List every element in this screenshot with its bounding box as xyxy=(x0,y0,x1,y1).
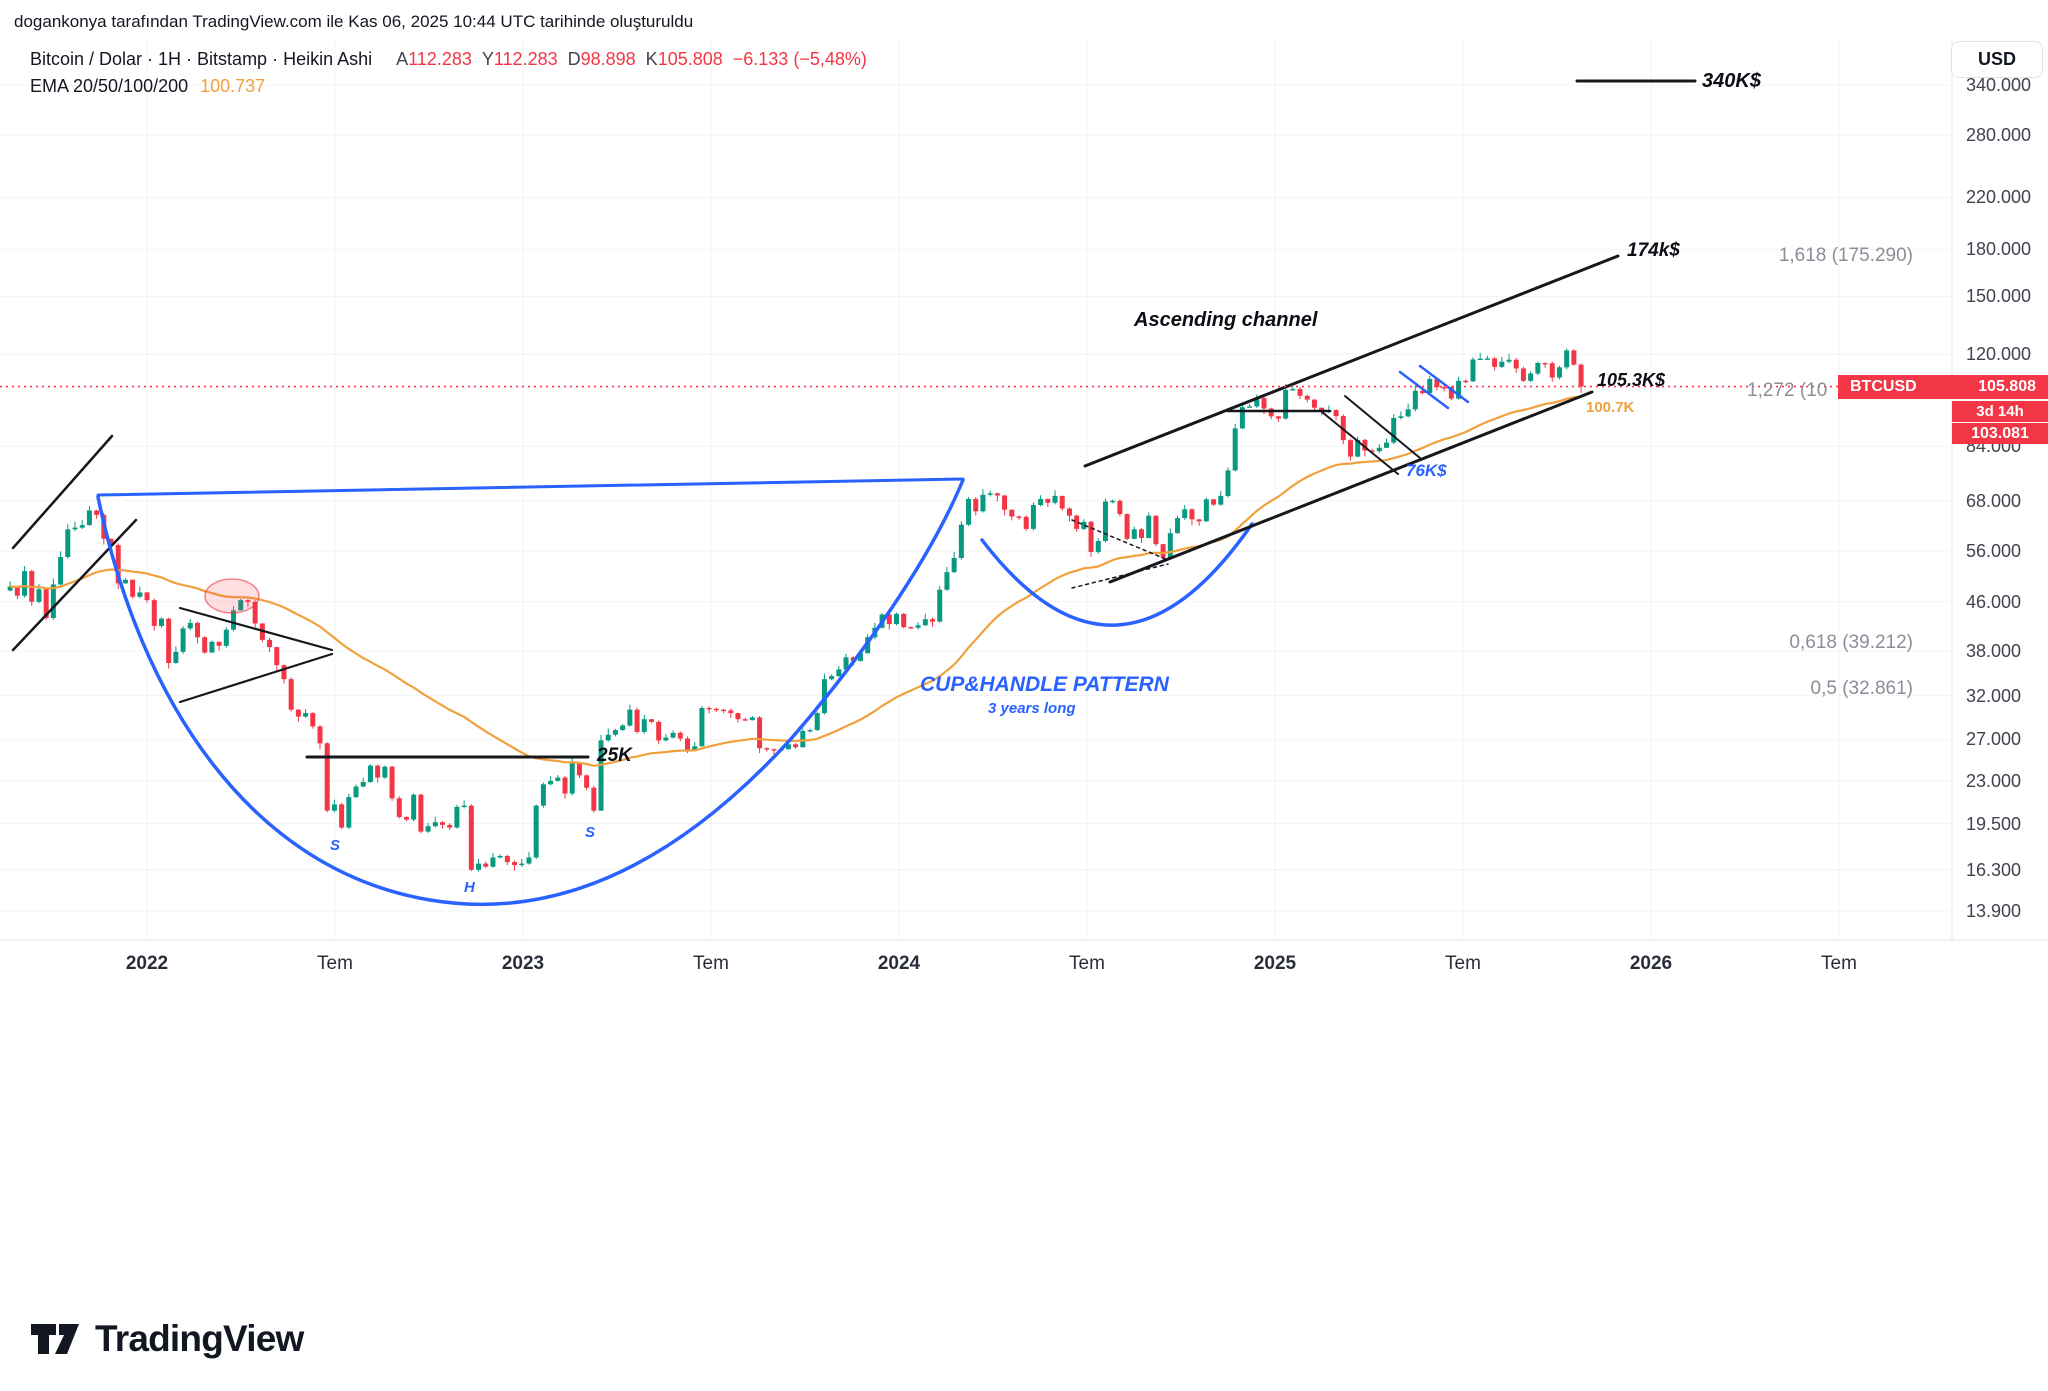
currency-toggle-button[interactable]: USD xyxy=(1951,41,2043,78)
price-tick: 220.000 xyxy=(1966,187,2032,208)
price-tick: 46.000 xyxy=(1966,591,2022,612)
ema-legend-row: EMA 20/50/100/200 100.737 xyxy=(30,73,867,100)
ohlc-key: D xyxy=(567,49,581,69)
time-tick: 2023 xyxy=(501,953,545,974)
bar-countdown-badge: 3d 14h xyxy=(1952,401,2048,422)
ohlc-key: A xyxy=(396,49,409,69)
badge-symbol-name: BTCUSD xyxy=(1850,378,1917,395)
time-tick: Tem xyxy=(1821,953,1857,974)
price-tick: 68.000 xyxy=(1966,490,2022,511)
gridlines xyxy=(0,38,2048,941)
tradingview-logo[interactable]: TradingView xyxy=(30,1318,304,1360)
change-value: −6.133 (−5,48%) xyxy=(732,49,867,69)
current-price-badge: BTCUSD 105.808 xyxy=(1838,375,2048,399)
attribution-text: dogankonya tarafından TradingView.com il… xyxy=(14,12,694,31)
time-tick: 2024 xyxy=(877,953,921,974)
candles xyxy=(7,348,1584,872)
ema-value: 100.737 xyxy=(200,76,266,96)
time-axis[interactable]: 2022 Tem 2023 Tem 2024 Tem 2025 Tem 2026 Tem xyxy=(0,953,2048,983)
price-tick: 150.000 xyxy=(1966,286,2032,307)
ohlc-key: K xyxy=(645,49,658,69)
ohlc-value: 105.808 xyxy=(657,49,723,69)
time-tick: 2026 xyxy=(1629,953,1673,974)
price-tick: 56.000 xyxy=(1966,540,2022,561)
price-tick: 16.300 xyxy=(1966,859,2022,880)
ema-label[interactable]: EMA 20/50/100/200 xyxy=(30,76,189,96)
tradingview-wordmark: TradingView xyxy=(95,1318,304,1359)
price-tick: 19.500 xyxy=(1966,813,2022,834)
time-tick: Tem xyxy=(1069,953,1105,974)
ohlc-value: 98.898 xyxy=(580,49,636,69)
price-tick: 27.000 xyxy=(1966,729,2022,750)
price-tick: 340.000 xyxy=(1966,75,2032,95)
chart-legend: Bitcoin / Dolar · 1H · Bitstamp · Heikin… xyxy=(30,46,867,100)
time-tick: 2022 xyxy=(125,953,169,974)
time-tick: Tem xyxy=(1445,953,1481,974)
price-tick: 180.000 xyxy=(1966,239,2032,260)
price-tick: 38.000 xyxy=(1966,641,2022,662)
time-tick: 2025 xyxy=(1253,953,1297,974)
price-tick: 23.000 xyxy=(1966,770,2022,791)
price-tick: 120.000 xyxy=(1966,344,2032,365)
time-tick: Tem xyxy=(693,953,729,974)
ohlc-key: Y xyxy=(481,49,494,69)
time-tick: Tem xyxy=(317,953,353,974)
badge-price-value: 105.808 xyxy=(1978,378,2036,395)
symbol-title[interactable]: Bitcoin / Dolar · 1H · Bitstamp · Heikin… xyxy=(30,49,373,69)
secondary-price-badge: 103.081 xyxy=(1952,423,2048,444)
symbol-legend-row: Bitcoin / Dolar · 1H · Bitstamp · Heikin… xyxy=(30,46,867,73)
price-tick: 13.900 xyxy=(1966,901,2022,921)
ema-line xyxy=(10,395,1582,767)
trend-drawings xyxy=(0,79,2048,907)
price-axis[interactable]: 340.000 280.000 220.000 180.000 150.000 120.0… xyxy=(1952,0,2048,1391)
ohlc-values: A112.283 Y112.283 D98.898 K105.808 xyxy=(386,49,723,70)
ohlc-value: 112.283 xyxy=(493,49,558,69)
ohlc-value: 112.283 xyxy=(408,49,472,69)
price-tick: 280.000 xyxy=(1966,125,2032,146)
tradingview-logo-icon xyxy=(31,1324,79,1354)
price-tick: 32.000 xyxy=(1966,685,2022,706)
